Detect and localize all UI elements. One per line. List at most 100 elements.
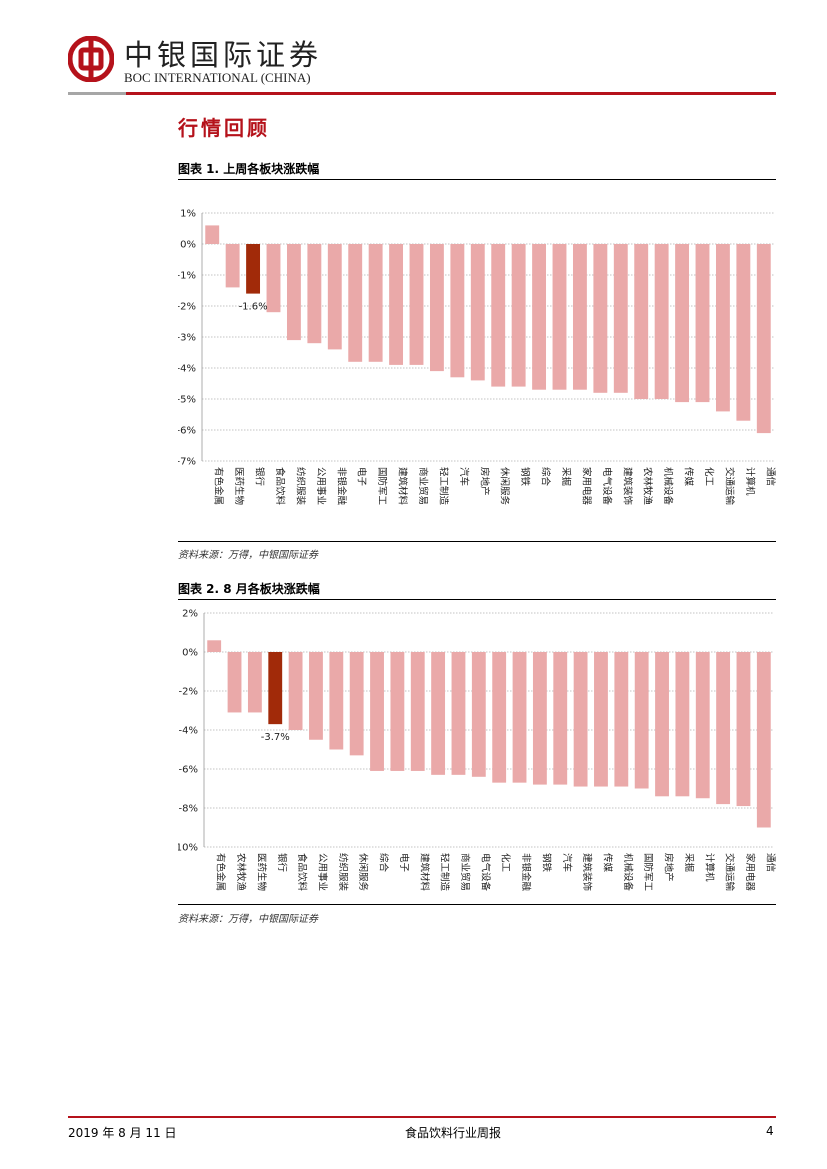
bar (370, 652, 384, 771)
bar (309, 652, 323, 740)
brand-name-en: BOC INTERNATIONAL (CHINA) (124, 70, 311, 85)
header-divider-red (126, 92, 776, 95)
x-tick-label: 采掘 (683, 853, 695, 872)
bar (307, 244, 322, 344)
x-tick-label: 电子 (398, 853, 410, 873)
x-tick-label: 房地产 (663, 853, 675, 882)
y-tick-label: -10% (178, 843, 198, 854)
bar (695, 244, 710, 403)
y-tick-label: -8% (179, 804, 198, 815)
x-tick-label: 有色金属 (213, 467, 225, 505)
x-tick-label: 农林牧渔 (235, 853, 247, 892)
bar (655, 652, 669, 797)
bar (409, 244, 424, 365)
bar (654, 244, 669, 399)
x-tick-label: 家用电器 (744, 853, 756, 892)
x-tick-label: 汽车 (458, 467, 470, 486)
bar (390, 652, 405, 771)
x-tick-label: 房地产 (478, 467, 490, 496)
data-label: -3.7% (261, 732, 290, 743)
y-tick-label: 0% (182, 648, 198, 659)
bar (552, 244, 567, 390)
figure-2-top-rule (178, 599, 776, 600)
x-tick-label: 银行 (254, 467, 266, 487)
y-tick-label: -6% (178, 426, 196, 437)
bar (207, 640, 222, 652)
x-tick-label: 综合 (378, 853, 390, 873)
bar (205, 225, 220, 244)
bar (716, 652, 731, 805)
x-tick-label: 纺织服装 (337, 853, 349, 892)
x-tick-label: 非银金融 (520, 853, 532, 892)
bar (634, 652, 649, 789)
bar (471, 652, 486, 777)
x-tick-label: 化工 (703, 467, 715, 487)
x-tick-label: 农林牧渔 (642, 467, 654, 506)
bar (451, 652, 466, 775)
bar (756, 244, 771, 434)
bar (736, 244, 751, 421)
x-tick-label: 国防军工 (642, 853, 654, 892)
x-tick-label: 医药生物 (233, 467, 245, 506)
x-tick-label: 有色金属 (215, 853, 227, 891)
x-tick-label: 传媒 (601, 853, 613, 873)
bar (286, 244, 301, 341)
x-tick-label: 电气设备 (601, 467, 613, 506)
bar (450, 244, 465, 378)
bar (613, 244, 628, 393)
x-tick-label: 食品饮料 (274, 467, 286, 506)
x-tick-label: 机械设备 (662, 467, 674, 506)
bar (470, 244, 485, 381)
x-tick-label: 钢铁 (540, 853, 552, 873)
x-tick-label: 机械设备 (622, 853, 634, 892)
bar (349, 652, 364, 756)
figure-1-title: 图表 1. 上周各板块涨跌幅 (178, 162, 320, 176)
bar (247, 652, 262, 713)
bar (675, 244, 690, 403)
header-divider-gray (68, 92, 126, 95)
bar (594, 652, 608, 787)
bar (327, 244, 342, 350)
bar (715, 244, 730, 412)
bar (225, 244, 240, 288)
x-tick-label: 电子 (356, 467, 368, 487)
x-tick-label: 建筑装饰 (581, 853, 593, 891)
y-tick-label: -6% (179, 765, 198, 776)
x-tick-label: 休闲服务 (499, 467, 511, 506)
figure-1-bottom-rule (178, 541, 776, 542)
footer-report-name: 食品饮料行业周报 (405, 1126, 502, 1140)
x-tick-label: 公用事业 (315, 467, 327, 505)
bar (492, 652, 507, 783)
y-tick-label: -2% (178, 302, 196, 313)
x-tick-label: 公用事业 (316, 853, 328, 891)
bar (348, 244, 363, 362)
figure-2-title: 图表 2. 8 月各板块涨跌幅 (178, 582, 320, 596)
bar (675, 652, 690, 797)
x-tick-label: 综合 (540, 467, 552, 487)
bar (329, 652, 344, 750)
y-tick-label: -3% (178, 333, 196, 344)
bar (266, 244, 281, 313)
bar (389, 244, 404, 365)
y-tick-label: -4% (178, 364, 196, 375)
bar (511, 244, 526, 387)
x-tick-label: 计算机 (703, 853, 715, 882)
chart-2: 2% 0% -2% -4% -6% -8% -10% 有色金属农林牧渔医药生物银行食品饮料公用… (178, 609, 776, 892)
x-tick-label: 国防军工 (376, 467, 388, 506)
x-tick-label: 建筑材料 (397, 467, 409, 506)
x-tick-label: 商业贸易 (459, 853, 471, 891)
y-tick-label: 0% (180, 240, 196, 251)
x-tick-label: 食品饮料 (296, 853, 308, 892)
y-tick-label: -5% (178, 395, 196, 406)
x-tick-label: 建筑材料 (418, 853, 430, 892)
footer-divider (68, 1116, 776, 1118)
figure-2-source: 资料来源：万得，中银国际证券 (178, 914, 318, 925)
footer-date: 2019 年 8 月 11 日 (68, 1126, 177, 1140)
chart-1: 1% 0% -1% -2% -3% -4% -5% -6% -7% 有色金属 医药生物 银行 食品饮料纺… (178, 209, 776, 506)
boc-logo-icon (68, 36, 114, 82)
x-tick-label: 商业贸易 (417, 467, 429, 505)
x-tick-label: 采掘 (560, 467, 572, 486)
x-tick-label: 化工 (500, 853, 512, 873)
bar (634, 244, 649, 399)
x-tick-label: 电气设备 (479, 853, 491, 892)
